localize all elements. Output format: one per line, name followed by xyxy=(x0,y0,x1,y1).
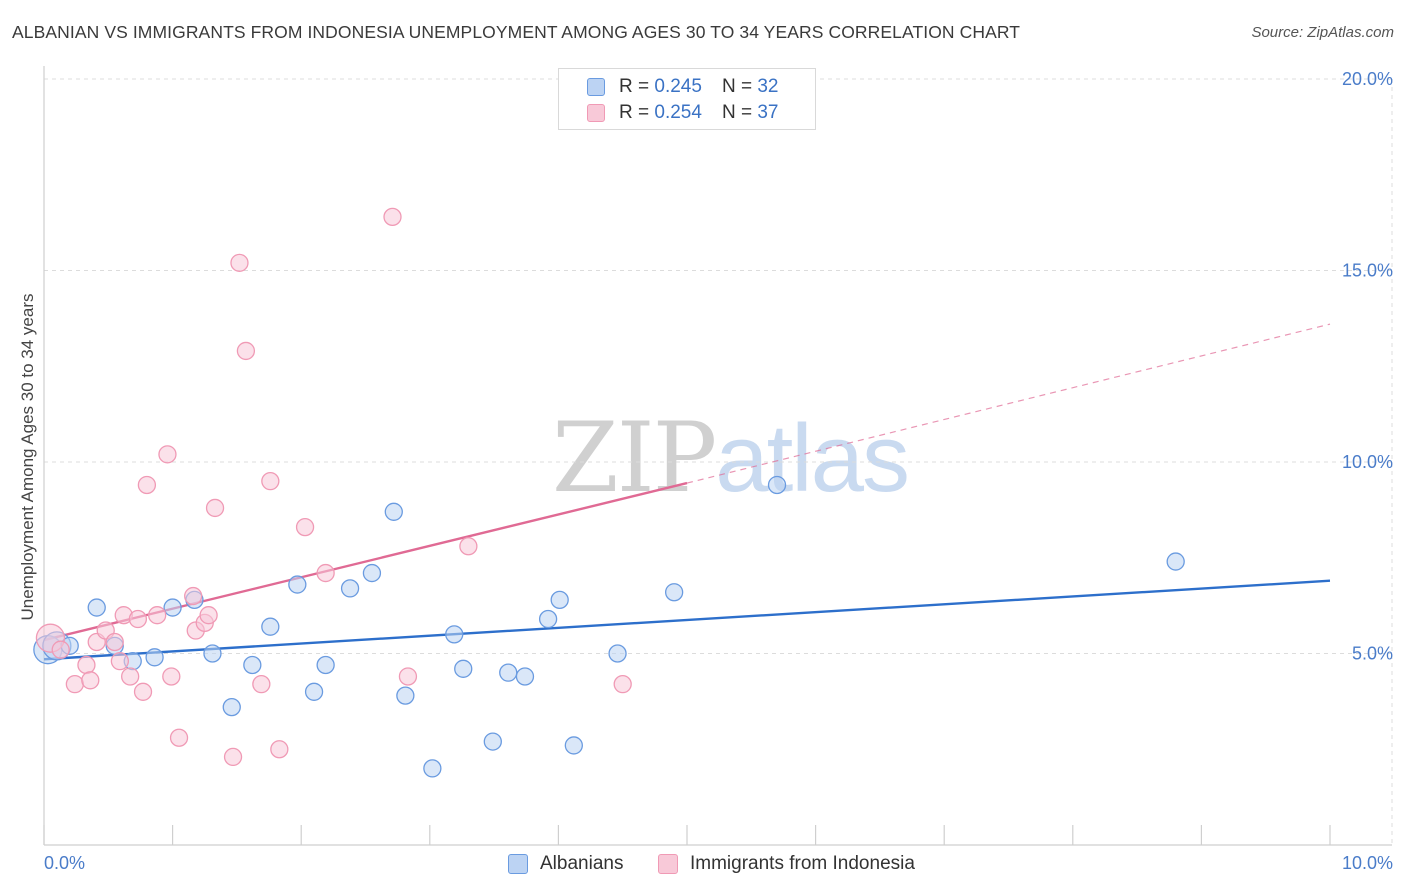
legend-swatch-albanians xyxy=(587,78,605,96)
legend-n-label: N = xyxy=(721,102,753,123)
point-albanians xyxy=(767,475,787,495)
point-albanians xyxy=(288,575,307,594)
point-albanians xyxy=(423,759,442,778)
legend-r-value: 0.245 xyxy=(654,76,702,97)
point-indonesia xyxy=(236,341,256,361)
point-indonesia xyxy=(383,207,402,227)
legend-r-label: R = xyxy=(619,102,650,123)
legend-n-value: 37 xyxy=(757,102,779,123)
point-albanians xyxy=(87,598,106,617)
watermark-atlas: atlas xyxy=(715,405,910,512)
trend-extension-indonesia xyxy=(686,323,1331,484)
y-tick-label: 15.0% xyxy=(1342,261,1393,281)
point-indonesia xyxy=(398,667,418,686)
source-note: Source: ZipAtlas.com xyxy=(1251,24,1394,41)
point-albanians xyxy=(454,659,473,678)
grid-lines xyxy=(44,78,1393,845)
bottom-legend-albanians: Albanians xyxy=(508,852,623,876)
trend-lines xyxy=(43,323,1331,661)
legend-r-label: R = xyxy=(619,76,650,97)
point-albanians xyxy=(396,686,415,705)
point-indonesia xyxy=(261,471,280,491)
point-albanians xyxy=(550,590,569,610)
point-indonesia xyxy=(105,632,124,652)
point-albanians xyxy=(316,655,335,675)
point-albanians xyxy=(664,583,684,602)
x-tick-label: 0.0% xyxy=(44,853,85,873)
y-tick-label: 10.0% xyxy=(1342,452,1393,472)
legend-swatch-indonesia xyxy=(587,104,605,122)
point-indonesia xyxy=(81,671,100,690)
point-indonesia xyxy=(162,667,181,686)
axis-labels: 5.0% 10.0% 15.0% 20.0% 0.0% 10.0% Unemployment… xyxy=(18,69,1393,873)
data-points xyxy=(33,207,1185,778)
legend-n-label: N = xyxy=(721,76,753,97)
point-indonesia xyxy=(121,667,140,686)
point-indonesia xyxy=(223,747,243,767)
point-albanians xyxy=(362,563,382,583)
point-albanians xyxy=(608,644,627,663)
point-indonesia xyxy=(148,606,167,625)
stats-legend: R = 0.245 N = 32 R = 0.254 N = 37 xyxy=(558,68,816,130)
legend-n-value: 32 xyxy=(757,76,779,97)
point-indonesia xyxy=(459,537,478,556)
point-indonesia xyxy=(110,652,130,671)
point-albanians xyxy=(203,644,222,663)
point-indonesia xyxy=(133,682,153,701)
point-indonesia xyxy=(158,445,177,464)
bottom-legend-label-indonesia: Immigrants from Indonesia xyxy=(690,853,915,874)
point-albanians xyxy=(163,598,182,617)
point-albanians xyxy=(384,502,403,521)
x-tick-label: 10.0% xyxy=(1342,853,1393,873)
point-indonesia xyxy=(65,674,85,694)
point-albanians xyxy=(499,663,518,682)
bottom-legend-swatch-indonesia xyxy=(658,854,678,874)
point-albanians xyxy=(243,655,262,675)
point-albanians xyxy=(340,579,360,598)
bottom-legend-indonesia: Immigrants from Indonesia xyxy=(658,852,915,876)
y-tick-label: 20.0% xyxy=(1342,69,1393,89)
point-albanians xyxy=(222,697,241,717)
y-tick-label: 5.0% xyxy=(1352,644,1393,664)
bottom-legend-label-albanians: Albanians xyxy=(540,853,624,874)
point-albanians xyxy=(304,682,324,701)
point-indonesia xyxy=(205,498,225,518)
trend-line-albanians xyxy=(43,579,1331,661)
point-indonesia xyxy=(270,740,289,759)
point-indonesia xyxy=(77,655,96,675)
legend-row-indonesia: R = 0.254 N = 37 xyxy=(587,101,778,125)
point-albanians xyxy=(564,736,583,755)
point-indonesia xyxy=(316,563,335,583)
point-albanians xyxy=(445,625,464,644)
point-indonesia xyxy=(137,475,157,495)
point-albanians xyxy=(261,617,280,636)
point-indonesia xyxy=(230,253,249,272)
point-indonesia xyxy=(51,640,70,659)
point-indonesia xyxy=(199,606,218,625)
point-indonesia xyxy=(252,674,271,694)
point-indonesia xyxy=(128,609,148,629)
axes xyxy=(43,66,1392,846)
point-indonesia xyxy=(169,728,189,747)
point-albanians xyxy=(483,732,502,751)
point-albanians xyxy=(145,648,164,667)
chart-title: ALBANIAN VS IMMIGRANTS FROM INDONESIA UN… xyxy=(12,22,1021,42)
point-albanians xyxy=(1166,552,1185,571)
legend-row-albanians: R = 0.245 N = 32 xyxy=(587,75,778,99)
y-axis-label: Unemployment Among Ages 30 to 34 years xyxy=(18,294,37,621)
point-indonesia xyxy=(613,674,632,694)
bottom-legend-swatch-albanians xyxy=(508,854,528,874)
point-indonesia xyxy=(184,586,203,606)
legend-r-value: 0.254 xyxy=(654,102,702,123)
point-albanians xyxy=(515,667,535,686)
point-indonesia xyxy=(295,517,315,537)
point-albanians xyxy=(538,609,558,629)
